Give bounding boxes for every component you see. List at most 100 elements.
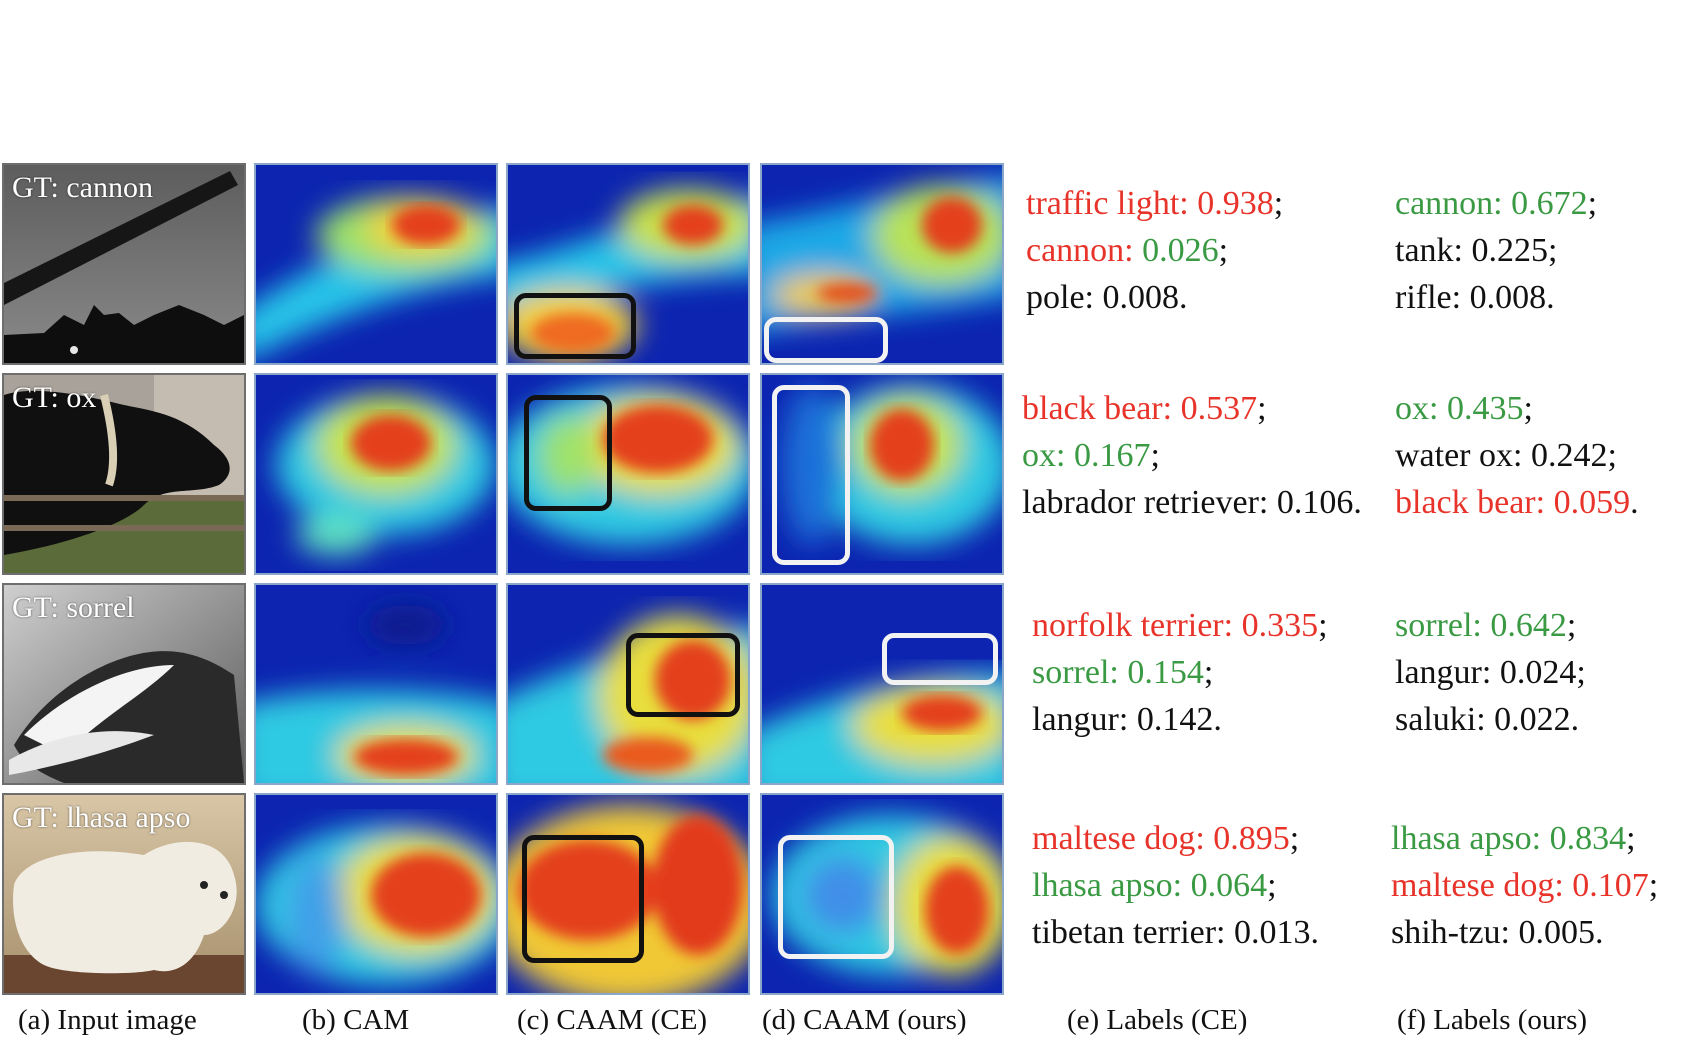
label-separator: ; <box>1576 654 1586 691</box>
label-line-ours: cannon: 0.672; <box>1395 184 1597 224</box>
caam-ce-heatmap-ox <box>506 373 750 575</box>
label-score: 0.026 <box>1142 232 1219 269</box>
label-separator: ; <box>1607 437 1617 474</box>
label-score: 0.335 <box>1241 607 1319 644</box>
highlight-box <box>772 385 850 565</box>
cam-heatmap-lhasa-apso <box>254 793 498 995</box>
label-score: 0.008 <box>1469 279 1547 316</box>
cam-heatmap-cannon <box>254 163 498 365</box>
label-name: saluki: <box>1395 701 1495 738</box>
label-name: maltese dog: <box>1391 867 1573 904</box>
caption-caam-ce: (c) CAAM (CE) <box>517 1004 708 1036</box>
label-separator: ; <box>1150 437 1160 474</box>
label-separator: ; <box>1267 867 1277 904</box>
label-score: 0.005 <box>1518 914 1595 951</box>
label-separator: ; <box>1587 185 1598 222</box>
label-line-ce: cannon: 0.026; <box>1026 231 1228 271</box>
label-separator: ; <box>1289 820 1300 857</box>
input-image-sorrel: GT: sorrel <box>2 583 246 785</box>
label-score: 0.013 <box>1234 914 1311 951</box>
label-name: pole: <box>1026 279 1103 316</box>
label-line-ours: shih-tzu: 0.005. <box>1391 913 1603 953</box>
label-score: 0.024 <box>1499 654 1577 691</box>
label-line-ce: tibetan terrier: 0.013. <box>1032 913 1319 953</box>
input-image-ox: GT: ox <box>2 373 246 575</box>
label-separator: ; <box>1257 390 1267 427</box>
caam-ours-heatmap-sorrel <box>760 583 1004 785</box>
label-name: traffic light: <box>1026 185 1198 222</box>
label-name: labrador retriever: <box>1022 484 1277 521</box>
label-separator: . <box>1178 279 1188 316</box>
label-separator: ; <box>1203 654 1214 691</box>
label-name: tibetan terrier: <box>1032 914 1235 951</box>
caption-labels-ours: (f) Labels (ours) <box>1397 1004 1588 1036</box>
highlight-box <box>764 317 888 363</box>
label-separator: . <box>1630 484 1639 521</box>
label-line-ce: lhasa apso: 0.064; <box>1032 866 1277 906</box>
label-line-ce: sorrel: 0.154; <box>1032 653 1213 693</box>
label-line-ce: traffic light: 0.938; <box>1026 184 1283 224</box>
label-name: tank: <box>1395 232 1472 269</box>
label-name: maltese dog: <box>1032 820 1214 857</box>
caption-cam: (b) CAM <box>302 1004 410 1036</box>
label-separator: . <box>1353 484 1362 521</box>
label-line-ce: maltese dog: 0.895; <box>1032 819 1299 859</box>
label-score: 0.059 <box>1553 484 1631 521</box>
label-line-ours: rifle: 0.008. <box>1395 278 1555 318</box>
label-separator: ; <box>1318 607 1328 644</box>
highlight-box <box>882 633 998 685</box>
label-score: 0.672 <box>1511 185 1588 222</box>
label-name: black bear: <box>1395 484 1554 521</box>
label-separator: . <box>1594 914 1604 951</box>
cam-heatmap-ox <box>254 373 498 575</box>
label-name: black bear: <box>1022 390 1181 427</box>
label-score: 0.895 <box>1213 820 1290 857</box>
label-score: 0.834 <box>1549 820 1627 857</box>
label-line-ce: ox: 0.167; <box>1022 436 1160 476</box>
label-line-ce: black bear: 0.537; <box>1022 389 1267 429</box>
highlight-box <box>522 835 644 963</box>
label-line-ours: maltese dog: 0.107; <box>1391 866 1658 906</box>
label-name: sorrel: <box>1032 654 1128 691</box>
label-separator: . <box>1570 701 1580 738</box>
label-line-ours: langur: 0.024; <box>1395 653 1586 693</box>
label-line-ce: pole: 0.008. <box>1026 278 1187 318</box>
label-score: 0.167 <box>1073 437 1151 474</box>
label-separator: . <box>1546 279 1555 316</box>
caam-ours-heatmap-cannon <box>760 163 1004 365</box>
highlight-box <box>524 395 612 511</box>
highlight-box <box>778 835 894 959</box>
gt-label: GT: sorrel <box>12 591 135 624</box>
label-name: shih-tzu: <box>1391 914 1519 951</box>
label-name: ox: <box>1022 437 1074 474</box>
label-score: 0.107 <box>1572 867 1649 904</box>
highlight-box <box>626 633 740 717</box>
label-name: cannon: <box>1026 232 1143 269</box>
label-separator: ; <box>1566 607 1577 644</box>
label-name: ox: <box>1395 390 1447 427</box>
label-score: 0.154 <box>1127 654 1204 691</box>
label-score: 0.537 <box>1180 390 1258 427</box>
caam-ce-heatmap-lhasa-apso <box>506 793 750 995</box>
label-line-ours: lhasa apso: 0.834; <box>1391 819 1636 859</box>
label-line-ce: langur: 0.142. <box>1032 700 1222 740</box>
caption-labels-ce: (e) Labels (CE) <box>1067 1004 1248 1036</box>
input-image-cannon: GT: cannon <box>2 163 246 365</box>
label-score: 0.242 <box>1530 437 1608 474</box>
label-line-ours: saluki: 0.022. <box>1395 700 1579 740</box>
label-name: norfolk terrier: <box>1032 607 1242 644</box>
label-name: rifle: <box>1395 279 1470 316</box>
label-line-ours: black bear: 0.059. <box>1395 483 1639 523</box>
label-score: 0.008 <box>1102 279 1179 316</box>
highlight-box <box>514 293 636 359</box>
input-image-lhasa-apso: GT: lhasa apso <box>2 793 246 995</box>
label-name: water ox: <box>1395 437 1531 474</box>
label-separator: . <box>1310 914 1320 951</box>
label-separator: ; <box>1547 232 1558 269</box>
label-line-ours: ox: 0.435; <box>1395 389 1533 429</box>
label-name: lhasa apso: <box>1032 867 1191 904</box>
label-score: 0.225 <box>1471 232 1548 269</box>
gt-label: GT: lhasa apso <box>12 801 191 834</box>
label-separator: ; <box>1648 867 1659 904</box>
